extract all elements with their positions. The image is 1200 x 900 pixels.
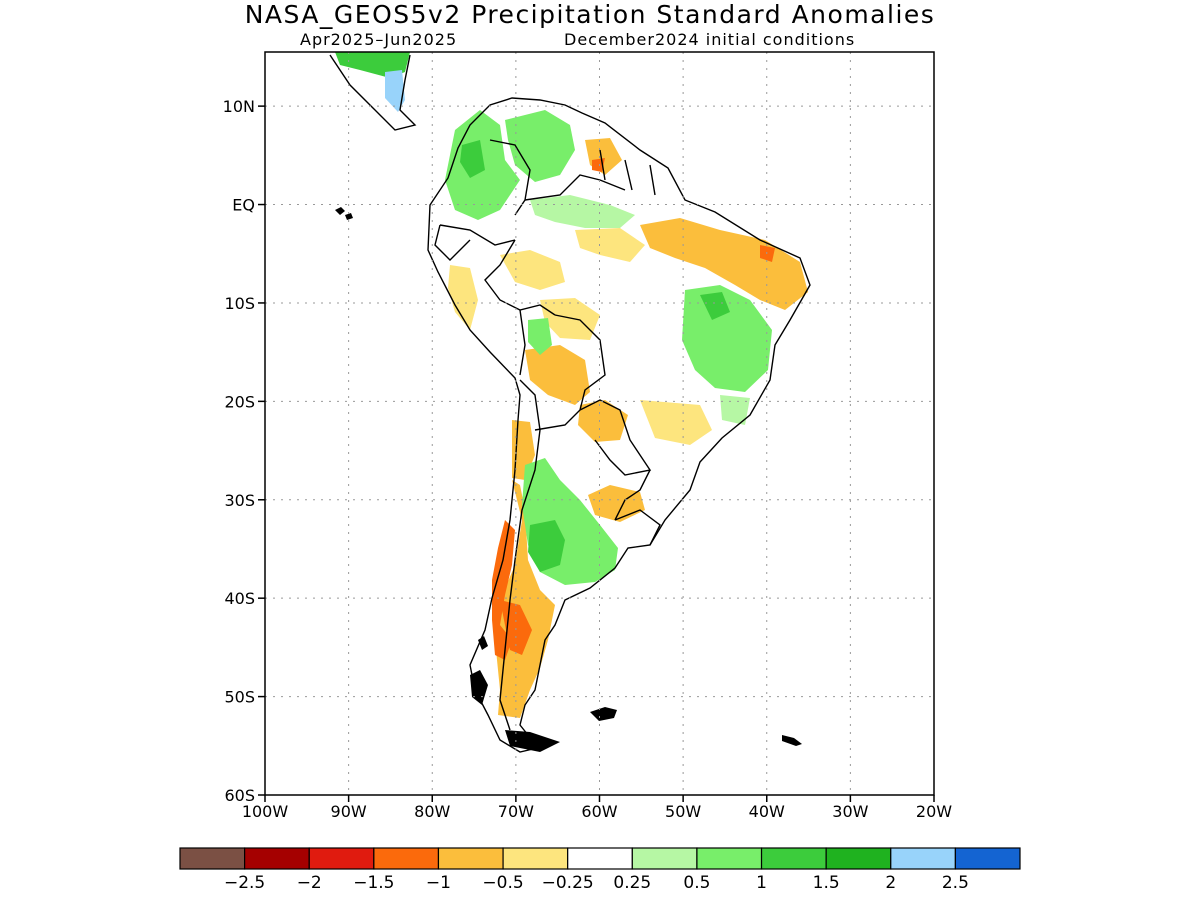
colorbar-swatch <box>760 847 827 870</box>
lon-tick-label: 30W <box>832 802 868 821</box>
map-title: NASA_GEOS5v2 Precipitation Standard Anom… <box>244 0 936 29</box>
colorbar-swatch <box>502 847 569 870</box>
wet-anomaly-venezuela <box>505 110 575 182</box>
lat-tick-label: 10N <box>223 97 255 116</box>
lon-tick-label: 90W <box>331 802 367 821</box>
forecast-period: Apr2025–Jun2025 <box>300 30 458 49</box>
colorbar-label: 1 <box>756 873 767 893</box>
lat-tick-label: 50S <box>224 688 255 707</box>
chiloe-archipelago <box>470 636 488 705</box>
lat-tick-label: 30S <box>224 491 255 510</box>
dry-anomaly-amazon <box>575 228 645 262</box>
lon-tick-label: 80W <box>414 802 450 821</box>
dry-anomaly-uruguay <box>588 485 645 522</box>
central-america-coastline <box>329 54 417 131</box>
map-axes: 100W 90W 80W 70W 60W 50W 40W 30W 20W 10N EQ 10S 20S 3… <box>223 97 953 821</box>
colorbar-swatch <box>437 847 504 870</box>
colorbar-label: 1.5 <box>813 873 840 893</box>
falkland-islands <box>590 707 617 721</box>
dry-anomaly-paraguay <box>578 400 628 442</box>
colorbar-swatch <box>954 847 1021 870</box>
anomaly-shading <box>330 52 810 752</box>
colorbar-label: 0.5 <box>683 873 710 893</box>
colorbar-label: −2.5 <box>224 873 265 893</box>
dry-anomaly-bolivia <box>525 345 590 405</box>
country-borders <box>329 54 811 753</box>
wet-anomaly-amazon <box>530 195 635 228</box>
colorbar-label: −2 <box>297 873 322 893</box>
lat-tick-label: EQ <box>232 196 255 215</box>
colorbar-swatch <box>373 847 440 870</box>
lon-tick-label: 20W <box>916 802 952 821</box>
tierra-del-fuego <box>505 730 560 752</box>
colorbar-swatch <box>179 847 246 870</box>
islands <box>335 207 802 752</box>
border-guianas <box>599 149 656 196</box>
border-bolivia-brazil <box>554 314 606 411</box>
lon-tick-label: 40W <box>749 802 785 821</box>
map-frame <box>264 51 935 796</box>
border-ecuador <box>434 224 471 261</box>
strong-dry-anomaly-chile <box>492 520 515 660</box>
colorbar-swatch <box>567 847 633 870</box>
colorbar-label: −1.5 <box>353 873 394 893</box>
lat-tick-label: 40S <box>224 589 255 608</box>
wet-anomaly-east-brazil <box>720 395 750 425</box>
lon-tick-label: 50W <box>665 802 701 821</box>
wet-anomaly-central-brazil-core <box>700 292 730 320</box>
lon-tick-label: 60W <box>581 802 617 821</box>
colorbar-label: −0.5 <box>482 873 523 893</box>
strong-dry-anomaly-northeast <box>760 245 775 262</box>
wet-anomaly-argentina-core <box>528 520 565 572</box>
colorbar: −2.5 −2 −1.5 −1 −0.5 −0.25 0.25 0.5 1 1.5 2 2.5 <box>179 847 1021 893</box>
border-peru-bolivia <box>519 309 526 376</box>
border-chile-argentina <box>499 379 541 731</box>
wet-anomaly-central-brazil <box>682 285 772 392</box>
colorbar-label: −0.25 <box>542 873 594 893</box>
wet-anomaly-colombia-core <box>460 140 485 178</box>
dry-anomaly-northeast-brazil <box>640 218 808 310</box>
colorbar-swatch <box>308 847 375 870</box>
galapagos-islands <box>335 207 353 220</box>
colorbar-label: 2 <box>885 873 896 893</box>
dry-anomaly-patagonia <box>495 480 555 718</box>
colorbar-label: −1 <box>426 873 451 893</box>
colorbar-label: 0.25 <box>613 873 651 893</box>
colorbar-swatch <box>890 847 956 870</box>
border-paraguay <box>579 399 652 476</box>
border-argentina-brazil <box>614 469 651 521</box>
initial-conditions: December2024 initial conditions <box>564 30 856 49</box>
wet-anomaly-central-america-blue <box>385 70 405 112</box>
lon-tick-label: 70W <box>498 802 534 821</box>
border-venezuela-brazil <box>524 174 626 201</box>
dry-anomaly-peru <box>448 265 478 330</box>
colorbar-swatch <box>244 847 310 870</box>
lat-tick-label: 60S <box>224 786 255 805</box>
border-bolivia-argentina <box>534 409 581 431</box>
colorbar-swatch <box>696 847 763 870</box>
lon-tick-label: 100W <box>242 802 289 821</box>
dry-anomaly-east-brazil <box>640 400 712 445</box>
lat-tick-label: 20S <box>224 392 255 411</box>
lat-tick-label: 10S <box>224 294 255 313</box>
colorbar-label: 2.5 <box>942 873 969 893</box>
south-america-coastline <box>427 97 811 753</box>
border-colombia-peru <box>439 224 516 246</box>
colorbar-swatch <box>631 847 698 870</box>
colorbar-swatch <box>825 847 892 870</box>
south-georgia <box>782 735 802 746</box>
wet-anomaly-peru <box>528 318 552 355</box>
dry-anomaly-bolivia-light <box>540 298 600 340</box>
border-uruguay <box>614 509 661 546</box>
border-peru-brazil <box>484 239 556 316</box>
